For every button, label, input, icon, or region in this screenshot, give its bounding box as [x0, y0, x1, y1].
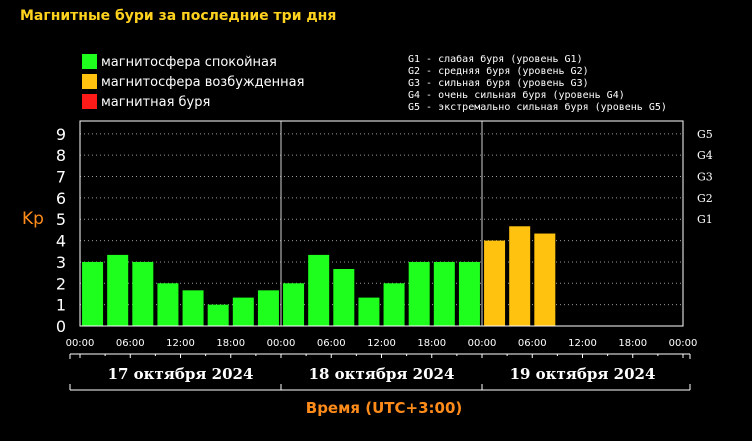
- bar-11: [358, 297, 380, 326]
- legend-swatch-1: [82, 74, 97, 89]
- bar-12: [383, 283, 405, 326]
- y-tick-8: 8: [56, 146, 66, 165]
- bar-13: [408, 261, 430, 326]
- x-tick-labels: 00:00 06:00 12:00 18:00 00:00 06:00 12:00 18:00…: [66, 338, 698, 349]
- axes: [69, 120, 691, 391]
- x-tick-label-11: 18:00: [618, 338, 647, 349]
- bar-3: [157, 283, 179, 326]
- bar-17: [509, 226, 531, 326]
- bar-1: [107, 254, 129, 326]
- legend-swatch-0: [82, 54, 97, 69]
- bar-5: [207, 304, 229, 326]
- y-tick-6: 6: [56, 189, 66, 208]
- legend-label-1: магнитосфера возбужденная: [101, 75, 304, 90]
- y-tick-7: 7: [56, 168, 66, 187]
- x-tick-label-2: 12:00: [166, 338, 195, 349]
- grid-lines: [80, 121, 683, 326]
- x-tick-label-12: 00:00: [669, 338, 698, 349]
- bar-7: [257, 290, 279, 326]
- g-tick-labels: G1 G2 G3 G4 G5: [697, 128, 713, 226]
- x-tick-label-6: 12:00: [367, 338, 396, 349]
- legend: магнитосфера спокойная магнитосфера возбу…: [82, 54, 304, 110]
- x-tick-label-1: 06:00: [116, 338, 145, 349]
- x-tick-label-0: 00:00: [66, 338, 95, 349]
- bar-14: [433, 261, 455, 326]
- storm-level-4: G5 - экстремально сильная буря (уровень …: [408, 101, 667, 113]
- g-tick-G5: G5: [697, 128, 713, 141]
- bar-9: [308, 254, 330, 326]
- y-tick-1: 1: [56, 296, 66, 315]
- bar-16: [484, 240, 506, 326]
- bar-15: [458, 261, 480, 326]
- y-axis-label: Kp: [22, 209, 44, 229]
- g-tick-G1: G1: [697, 213, 713, 226]
- x-tick-label-10: 12:00: [568, 338, 597, 349]
- x-tick-label-8: 00:00: [468, 338, 497, 349]
- day-label-1: 18 октября 2024: [309, 365, 455, 383]
- legend-label-0: магнитосфера спокойная: [101, 55, 277, 70]
- chart-title: Магнитные бури за последние три дня: [20, 8, 336, 24]
- y-tick-labels: 0 1 2 3 4 5 6 7 8 9: [56, 125, 66, 336]
- bars: [82, 226, 556, 326]
- day-labels: 17 октября 2024 18 октября 2024 19 октября…: [108, 365, 656, 383]
- legend-label-2: магнитная буря: [101, 95, 210, 110]
- g-tick-G2: G2: [697, 192, 713, 205]
- x-tick-label-3: 18:00: [216, 338, 245, 349]
- y-tick-4: 4: [56, 232, 66, 251]
- storm-level-0: G1 - слабая буря (уровень G1): [408, 53, 583, 65]
- bar-4: [182, 290, 204, 326]
- x-tick-label-4: 00:00: [267, 338, 296, 349]
- plot-frame: [79, 120, 684, 327]
- y-tick-9: 9: [56, 125, 66, 144]
- g-tick-G3: G3: [697, 171, 713, 184]
- storm-level-2: G3 - сильная буря (уровень G3): [408, 77, 589, 89]
- y-tick-2: 2: [56, 274, 66, 293]
- bar-8: [283, 283, 305, 326]
- x-tick-label-9: 06:00: [518, 338, 547, 349]
- legend-swatch-2: [82, 94, 97, 109]
- day-label-2: 19 октября 2024: [510, 365, 656, 383]
- bar-6: [232, 297, 254, 326]
- x-tick-label-5: 06:00: [317, 338, 346, 349]
- storm-level-1: G2 - средняя буря (уровень G2): [408, 65, 589, 77]
- y-tick-5: 5: [56, 210, 66, 229]
- bar-10: [333, 268, 355, 326]
- g-tick-G4: G4: [697, 149, 713, 162]
- bar-0: [82, 261, 104, 326]
- x-tick-label-7: 18:00: [417, 338, 446, 349]
- bar-2: [132, 261, 154, 326]
- y-tick-3: 3: [56, 253, 66, 272]
- x-axis-label: Время (UTC+3:00): [306, 399, 462, 417]
- y-tick-0: 0: [56, 317, 66, 336]
- bar-18: [534, 233, 556, 326]
- storm-level-3: G4 - очень сильная буря (уровень G4): [408, 89, 625, 101]
- day-label-0: 17 октября 2024: [108, 365, 254, 383]
- storm-level-list: G1 - слабая буря (уровень G1)G2 - средня…: [408, 53, 667, 113]
